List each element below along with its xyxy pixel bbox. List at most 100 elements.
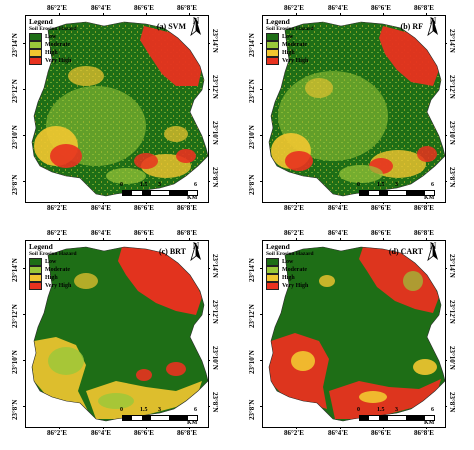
- latitude-label: 23°10'N: [11, 350, 19, 374]
- hazard-zone-very-high: [166, 362, 186, 376]
- legend-item: Moderate: [29, 266, 77, 274]
- tick-mark: [383, 238, 384, 241]
- legend-item: Low: [29, 258, 77, 266]
- legend-title: Legend: [266, 17, 290, 26]
- hazard-zone-moderate: [48, 347, 84, 375]
- legend-swatch: [266, 258, 279, 266]
- tick-mark: [146, 238, 147, 241]
- hazard-zone-moderate: [106, 168, 146, 184]
- legend-label: Very High: [45, 58, 72, 64]
- longitude-label: 86°6'E: [134, 429, 154, 437]
- tick-mark: [23, 406, 26, 407]
- legend-swatch: [29, 33, 42, 41]
- legend-item: Very High: [266, 57, 314, 65]
- scale-tick-label: 0: [357, 182, 360, 188]
- tick-mark: [189, 13, 190, 16]
- tick-mark: [260, 268, 263, 269]
- legend-item: Moderate: [266, 266, 314, 274]
- tick-mark: [23, 89, 26, 90]
- scale-tick-label: 1.5: [140, 182, 148, 188]
- scale-bar-graphic: [359, 415, 435, 421]
- scale-tick-label: 3: [158, 182, 161, 188]
- legend-subtitle: Soil Erosion Hazard: [29, 25, 77, 32]
- map-panel-rf: 86°2'E 86°2'E 86°4'E 86°4'E 86°6'E 86°6'E 86°8…: [237, 0, 474, 225]
- hazard-zone-very-high: [359, 247, 439, 313]
- latitude-label: 23°14'N: [11, 258, 19, 282]
- latitude-label: 23°8'N: [11, 399, 19, 420]
- longitude-label: 86°6'E: [371, 229, 391, 237]
- map-legend: Legend Soil Erosion Hazard Low Moderate High…: [266, 243, 314, 290]
- tick-mark: [260, 135, 263, 136]
- latitude-label: 23°14'N: [248, 33, 256, 57]
- legend-label: High: [282, 50, 295, 56]
- latitude-label: 23°14'N: [211, 254, 219, 278]
- legend-swatch: [29, 266, 42, 274]
- north-arrow: N: [186, 242, 206, 262]
- legend-swatch: [266, 33, 279, 41]
- map-cart-icon: [268, 246, 445, 422]
- latitude-label: 23°8'N: [211, 167, 219, 188]
- legend-subtitle: Soil Erosion Hazard: [266, 25, 314, 32]
- north-arrow-icon: [427, 242, 438, 262]
- scale-tick-label: 3: [395, 182, 398, 188]
- legend-label: Low: [45, 34, 57, 40]
- map-panel-brt: 86°2'E 86°2'E 86°4'E 86°4'E 86°6'E 86°6'E 86°8…: [0, 225, 237, 450]
- map-panel-svm: 86°2'E 86°2'E 86°4'E 86°4'E 86°6'E 86°6'E 86°8…: [0, 0, 237, 225]
- legend-swatch: [266, 266, 279, 274]
- tick-mark: [23, 181, 26, 182]
- legend-item: High: [29, 49, 77, 57]
- longitude-label: 86°8'E: [414, 229, 434, 237]
- legend-swatch: [29, 258, 42, 266]
- map-frame: Legend Soil Erosion Hazard Low Moderate High…: [262, 15, 446, 203]
- map-legend: Legend Soil Erosion Hazard Low Moderate High…: [29, 243, 77, 290]
- scale-tick-label: 6: [431, 407, 434, 413]
- tick-mark: [23, 135, 26, 136]
- scale-tick-label: 1.5: [377, 182, 385, 188]
- legend-swatch: [29, 57, 42, 65]
- scale-bar-graphic: [122, 415, 198, 421]
- study-area-boundary: [268, 21, 445, 197]
- map-brt-icon: [31, 246, 208, 422]
- scale-tick-label: 3: [158, 407, 161, 413]
- latitude-label: 23°12'N: [211, 75, 219, 99]
- scale-unit: KM: [187, 195, 198, 201]
- north-arrow: N: [186, 17, 206, 37]
- longitude-label: 86°8'E: [177, 229, 197, 237]
- scale-tick-label: 1.5: [140, 407, 148, 413]
- legend-subtitle: Soil Erosion Hazard: [266, 250, 314, 257]
- latitude-label: 23°12'N: [211, 300, 219, 324]
- legend-swatch: [29, 41, 42, 49]
- legend-label: Low: [282, 34, 294, 40]
- longitude-label: 86°4'E: [91, 429, 111, 437]
- panel-label: (a) SVM: [156, 22, 186, 31]
- latitude-label: 23°14'N: [211, 29, 219, 53]
- hazard-zone-very-high: [50, 144, 82, 168]
- legend-label: Very High: [282, 283, 309, 289]
- hazard-zone-very-high: [136, 369, 152, 381]
- tick-mark: [340, 13, 341, 16]
- legend-label: Very High: [282, 58, 309, 64]
- legend-label: Moderate: [282, 267, 307, 273]
- map-legend: Legend Soil Erosion Hazard Low Moderate High…: [29, 18, 77, 65]
- hazard-zone-high: [291, 351, 315, 371]
- legend-label: Very High: [45, 283, 72, 289]
- scale-tick-label: 6: [194, 407, 197, 413]
- hazard-zone-very-high: [285, 151, 313, 171]
- latitude-label: 23°14'N: [448, 29, 456, 53]
- legend-label: Moderate: [45, 267, 70, 273]
- longitude-label: 86°4'E: [328, 429, 348, 437]
- hazard-zone-high: [164, 126, 188, 142]
- longitude-label: 86°2'E: [47, 229, 67, 237]
- tick-mark: [23, 314, 26, 315]
- legend-label: High: [45, 50, 58, 56]
- hazard-zone-moderate: [278, 71, 388, 161]
- latitude-label: 23°10'N: [248, 125, 256, 149]
- longitude-label: 86°6'E: [371, 429, 391, 437]
- longitude-label: 86°8'E: [414, 4, 434, 12]
- longitude-label: 86°2'E: [284, 229, 304, 237]
- longitude-label: 86°4'E: [91, 4, 111, 12]
- map-frame: Legend Soil Erosion Hazard Low Moderate High…: [262, 240, 446, 428]
- tick-mark: [383, 13, 384, 16]
- latitude-label: 23°10'N: [211, 121, 219, 145]
- longitude-label: 86°6'E: [134, 229, 154, 237]
